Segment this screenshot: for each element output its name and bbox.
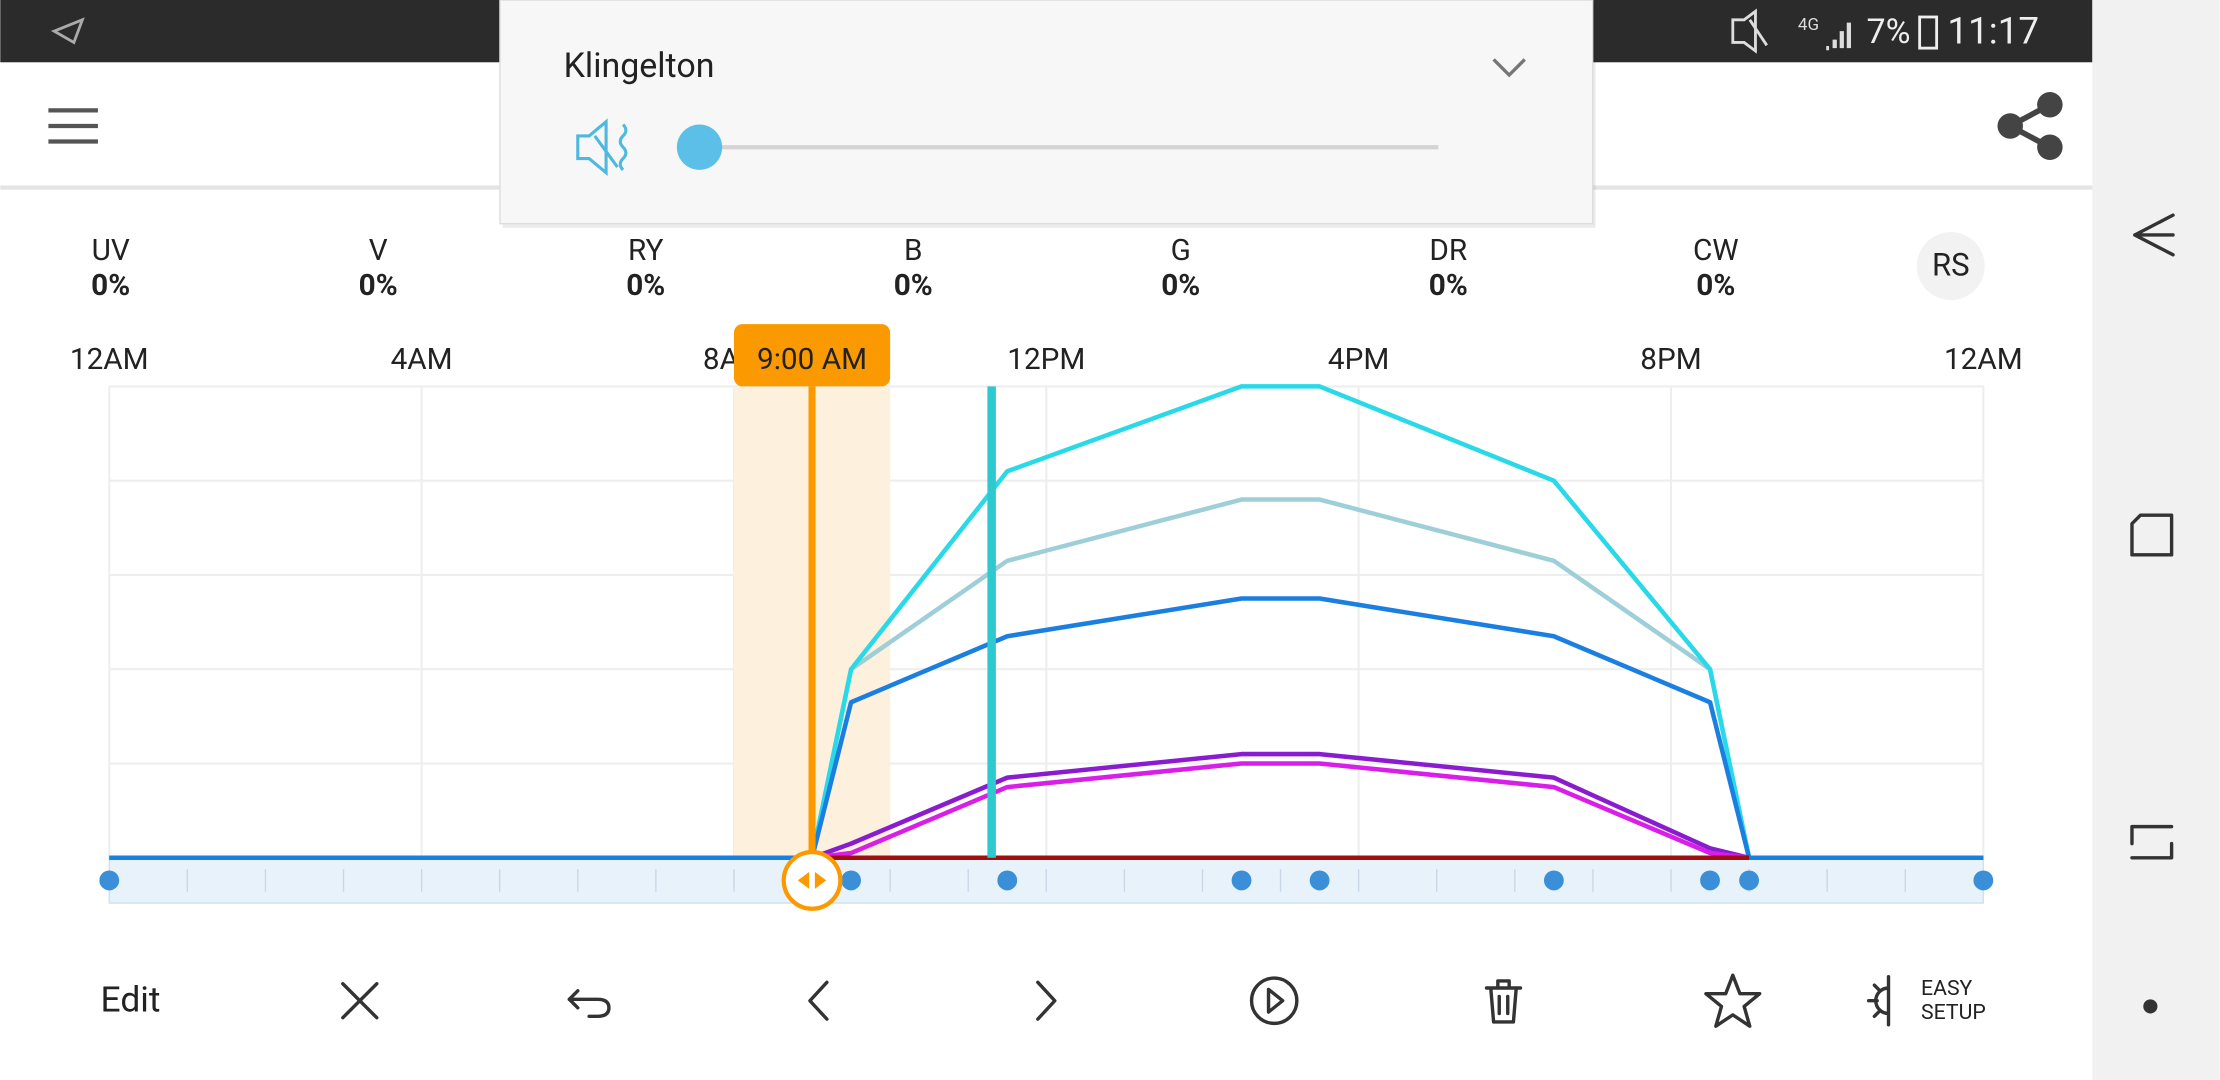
- series-line: [109, 384, 1984, 861]
- channel-value: 0%: [626, 268, 665, 303]
- channel-value: 0%: [1696, 268, 1735, 303]
- channels: UV0%V0%RY0%B0%G0%DR0%CW0%: [91, 233, 1739, 303]
- next-button[interactable]: [1036, 980, 1057, 1021]
- channel-name: RY: [628, 233, 664, 268]
- battery: 7%: [1867, 12, 1911, 52]
- channel-value: 0%: [359, 268, 398, 303]
- channel-value: 0%: [1161, 268, 1200, 303]
- mute-icon[interactable]: [576, 118, 628, 177]
- nav-icon: [50, 17, 85, 45]
- keyframe-dot[interactable]: [841, 870, 861, 891]
- share-button[interactable]: [1997, 92, 2063, 160]
- cursor-label: 9:00 AM: [757, 342, 867, 377]
- favorite-button[interactable]: [1704, 973, 1762, 1028]
- reset-button[interactable]: [1916, 232, 1985, 301]
- keyframe-dot[interactable]: [1700, 870, 1720, 891]
- edit-button[interactable]: Edit: [101, 978, 161, 1020]
- signal-icon: [1826, 22, 1851, 51]
- back-button[interactable]: [2133, 213, 2175, 257]
- network: 4G: [1798, 15, 1819, 35]
- easy-label: EASY: [1921, 976, 1973, 1001]
- keyframe-dot[interactable]: [99, 870, 120, 891]
- slider-knob[interactable]: [676, 124, 723, 170]
- x-tick-label: 12AM: [70, 342, 149, 377]
- channel-name: CW: [1693, 233, 1739, 268]
- close-button[interactable]: [341, 982, 379, 1020]
- reset-label: RS: [1932, 247, 1970, 284]
- channel-name: B: [904, 233, 923, 268]
- channel-value: 0%: [1429, 268, 1468, 303]
- recents-button[interactable]: [2130, 513, 2174, 557]
- dot: [2143, 999, 2158, 1014]
- channel-name: DR: [1429, 233, 1467, 268]
- clock: 11:17: [1947, 10, 2039, 53]
- series-line: [811, 751, 1750, 860]
- keyframe-dot[interactable]: [997, 870, 1018, 891]
- expand-button[interactable]: [1492, 58, 1526, 78]
- battery-icon: [1918, 15, 1939, 50]
- channel-value: 0%: [91, 268, 130, 303]
- cursor-arrows: [797, 871, 827, 889]
- x-tick-label: 8PM: [1640, 342, 1701, 377]
- setup-label: SETUP: [1921, 1000, 1986, 1025]
- home-button[interactable]: [2130, 824, 2174, 860]
- channel-name: G: [1171, 233, 1191, 268]
- x-tick-label: 4AM: [391, 342, 453, 377]
- keyframe-dot[interactable]: [1973, 870, 1994, 891]
- x-tick-label: 12AM: [1944, 342, 2023, 377]
- keyframe-dot[interactable]: [1231, 870, 1252, 891]
- easy-setup-button[interactable]: EASY SETUP: [1866, 974, 1986, 1027]
- menu-button[interactable]: [48, 108, 98, 144]
- series-line: [109, 596, 1984, 861]
- keyframe-dot[interactable]: [1739, 870, 1759, 891]
- x-tick-label: 12PM: [1007, 342, 1085, 377]
- keyframe-dot[interactable]: [1309, 870, 1330, 891]
- cursor-label-box: [733, 324, 891, 387]
- channel-name: V: [369, 233, 388, 268]
- keyframe-dot[interactable]: [1543, 870, 1564, 891]
- nav-bar: [2092, 0, 2220, 1080]
- undo-button[interactable]: [567, 989, 611, 1019]
- cursor-handle[interactable]: [781, 849, 843, 911]
- x-tick-label: 4PM: [1328, 342, 1389, 377]
- chart: 12AM4AM8AM12PM4PM8PM12AM9:00 AM: [70, 324, 2023, 911]
- series-line: [811, 761, 1750, 861]
- popup-title: Klingelton: [564, 46, 715, 86]
- delete-button[interactable]: [1484, 979, 1523, 1024]
- channel-value: 0%: [894, 268, 933, 303]
- mute-icon: [1731, 8, 1768, 54]
- channel-name: UV: [92, 233, 130, 268]
- play-button[interactable]: [1249, 976, 1299, 1026]
- volume-popup: Klingelton: [499, 0, 1596, 228]
- prev-button[interactable]: [808, 980, 829, 1021]
